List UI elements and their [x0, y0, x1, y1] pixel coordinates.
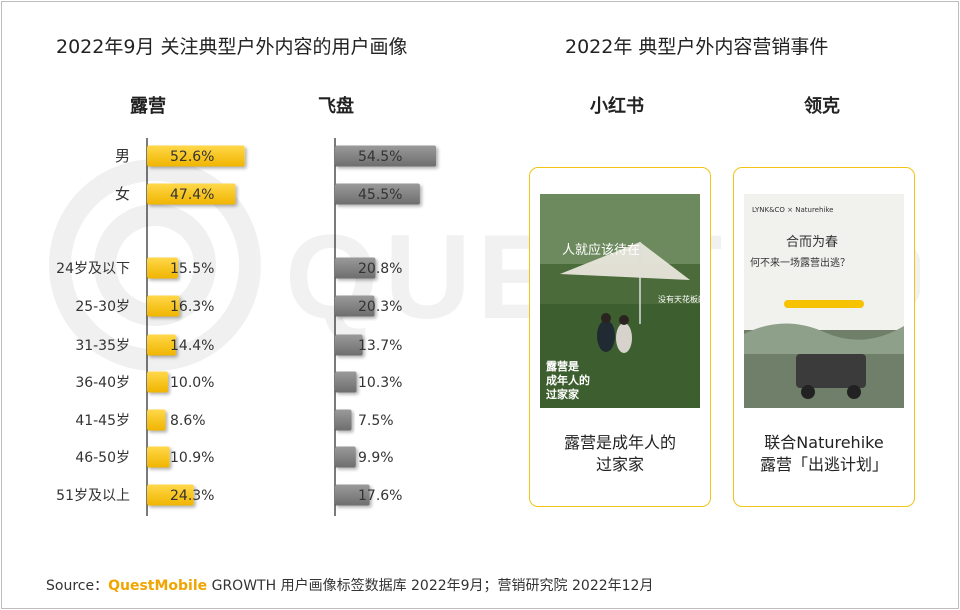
svg-text:何不来一场露营出逃？: 何不来一场露营出逃？	[750, 256, 850, 269]
frisbee-value-label: 9.9%	[358, 450, 394, 466]
frisbee-value-label: 13.7%	[358, 338, 402, 354]
frisbee-value-label: 7.5%	[358, 413, 394, 429]
lynkco-naturehike-poster-image: LYNK&CO × Naturehike 合而为春 何不来一场露营出逃？	[744, 194, 904, 408]
frisbee-value-label: 10.3%	[358, 375, 402, 391]
camping-value-label: 8.6%	[170, 413, 206, 429]
frisbee-value-label: 17.6%	[358, 488, 402, 504]
camping-value-label: 15.5%	[170, 261, 214, 277]
camping-value-label: 47.4%	[170, 187, 214, 203]
svg-text:人就应该待在: 人就应该待在	[562, 242, 640, 258]
category-label: 男	[115, 147, 130, 165]
frisbee-bar	[335, 183, 420, 205]
frisbee-bar	[335, 409, 352, 431]
frisbee-column-title: 飞盘	[318, 96, 354, 117]
event-card-xiaohongshu: 人就应该待在 没有天花板的地方 露营是 成年人的 过家家 露营是成年人的 过家家	[529, 167, 711, 507]
frisbee-bar	[335, 295, 375, 317]
camping-column-title: 露营	[130, 96, 166, 117]
event-platform-lynkco: 领克	[804, 96, 840, 117]
questmobile-brand: QuestMobile	[108, 578, 208, 594]
camping-value-label: 10.0%	[170, 375, 214, 391]
frisbee-bar	[335, 484, 370, 506]
camping-value-label: 24.3%	[170, 488, 214, 504]
camping-bar	[147, 145, 245, 167]
category-label: 36-40岁	[75, 375, 130, 391]
camping-value-label: 16.3%	[170, 299, 214, 315]
camping-bar	[147, 446, 170, 468]
camping-value-label: 10.9%	[170, 450, 214, 466]
camping-bar	[147, 334, 176, 356]
camping-bar	[147, 257, 178, 279]
right-title: 2022年 典型户外内容营销事件	[565, 36, 829, 58]
category-label: 25-30岁	[75, 299, 130, 315]
frisbee-value-label: 20.8%	[358, 261, 402, 277]
camping-poster-image: 人就应该待在 没有天花板的地方 露营是 成年人的 过家家	[540, 194, 700, 408]
left-title: 2022年9月 关注典型户外内容的用户画像	[56, 36, 408, 58]
category-label: 51岁及以上	[56, 488, 130, 504]
frisbee-value-label: 54.5%	[358, 149, 402, 165]
category-label: 24岁及以下	[56, 261, 130, 277]
event-platform-xiaohongshu: 小红书	[590, 96, 644, 117]
event-card-lynkco: LYNK&CO × Naturehike 合而为春 何不来一场露营出逃？ 联合N…	[733, 167, 915, 507]
frisbee-bar	[335, 257, 376, 279]
source-note: Source：QuestMobile GROWTH 用户画像标签数据库 2022…	[46, 578, 654, 594]
category-label: 女	[115, 185, 130, 203]
frisbee-bar	[335, 334, 363, 356]
camping-value-label: 52.6%	[170, 149, 214, 165]
camping-bar	[147, 484, 194, 506]
category-label: 41-45岁	[75, 413, 130, 429]
frisbee-bar	[335, 446, 356, 468]
event-caption-xiaohongshu: 露营是成年人的 过家家	[563, 433, 676, 474]
camping-bar	[147, 371, 168, 393]
portrait-bar-chart: 男女 24岁及以下 25-30岁 31-35岁 36-40岁 41-45岁 46-50岁 51…	[56, 138, 437, 516]
frisbee-value-label: 45.5%	[358, 187, 402, 203]
svg-text:没有天花板的地方: 没有天花板的地方	[658, 294, 700, 304]
camping-bar	[147, 295, 180, 317]
category-label: 46-50岁	[75, 450, 130, 466]
svg-text:成年人的: 成年人的	[546, 373, 590, 387]
frisbee-value-label: 20.3%	[358, 299, 402, 315]
camping-value-label: 14.4%	[170, 338, 214, 354]
svg-text:LYNK&CO × Naturehike: LYNK&CO × Naturehike	[752, 206, 833, 214]
frisbee-bar	[335, 145, 437, 167]
svg-text:露营是: 露营是	[546, 359, 580, 373]
svg-text:合而为春: 合而为春	[786, 235, 838, 250]
category-label: 31-35岁	[75, 338, 130, 354]
camping-bar	[147, 409, 166, 431]
event-caption-lynkco: 联合Naturehike 露营「出逃计划」	[759, 433, 888, 474]
frisbee-bar	[335, 371, 357, 393]
camping-bar	[147, 183, 236, 205]
svg-text:过家家: 过家家	[546, 387, 580, 401]
